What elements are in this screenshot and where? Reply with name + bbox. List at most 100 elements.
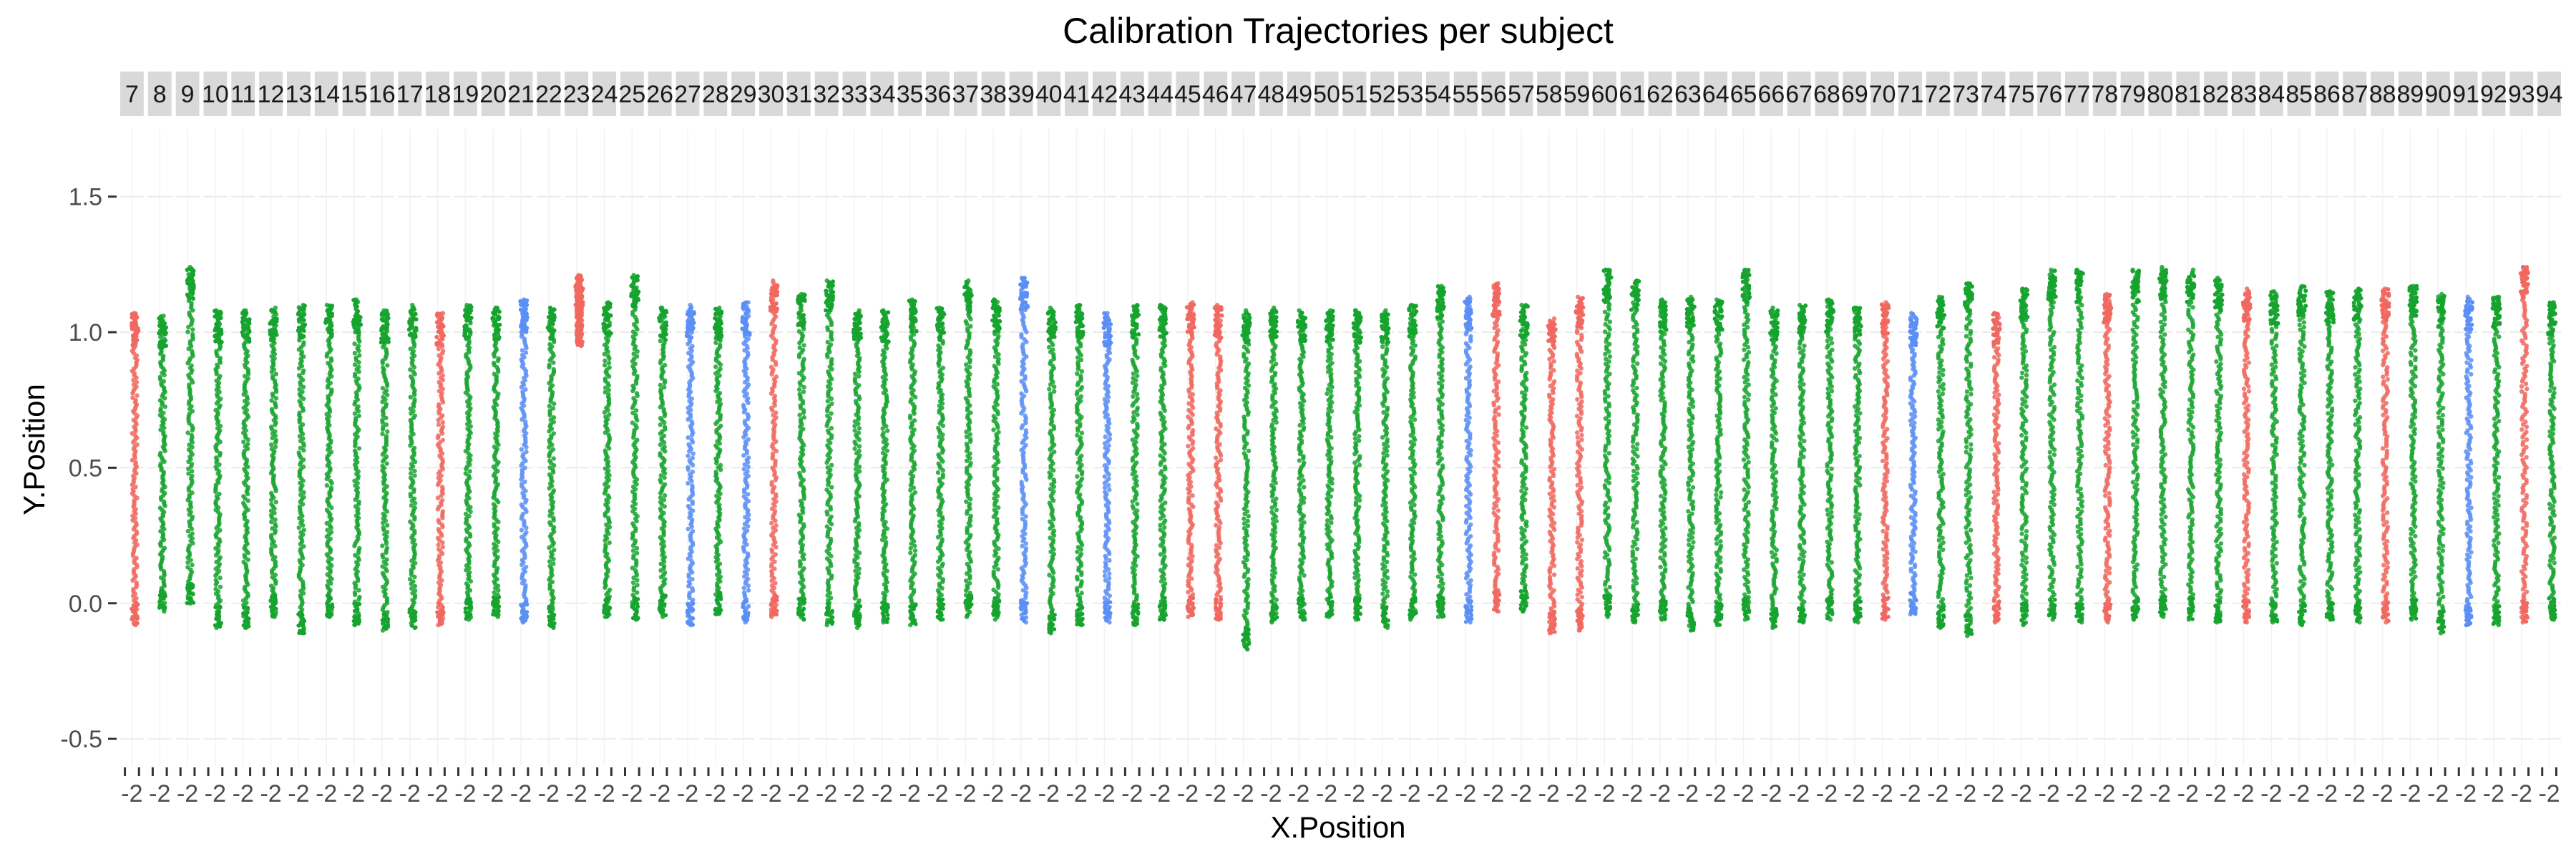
data-point xyxy=(380,618,385,623)
data-point xyxy=(547,328,552,333)
facet-strip-label: 24 xyxy=(591,81,618,108)
data-point xyxy=(718,597,723,601)
x-tick-label: -2 xyxy=(371,780,393,807)
data-point xyxy=(242,309,246,314)
data-point xyxy=(607,365,612,370)
data-point xyxy=(633,596,637,601)
data-point xyxy=(518,307,523,312)
data-point xyxy=(131,608,136,613)
data-point xyxy=(630,580,636,586)
data-point xyxy=(434,334,439,339)
data-point xyxy=(602,358,608,364)
facet-strip xyxy=(286,72,311,116)
data-point xyxy=(411,334,416,339)
data-point xyxy=(713,608,718,612)
data-point xyxy=(273,327,278,332)
data-point xyxy=(547,404,552,409)
data-point xyxy=(269,338,273,343)
data-point xyxy=(550,331,555,336)
data-point xyxy=(158,450,163,456)
data-point xyxy=(436,422,441,427)
data-point xyxy=(242,374,248,379)
facet-strip-label: 18 xyxy=(424,81,452,108)
data-point xyxy=(547,604,552,609)
data-point xyxy=(324,508,330,513)
data-point xyxy=(573,302,578,307)
data-point xyxy=(191,296,195,301)
data-point xyxy=(268,508,274,513)
data-point xyxy=(243,312,248,317)
data-point xyxy=(329,387,334,392)
data-point xyxy=(273,543,278,549)
data-point xyxy=(302,618,307,623)
data-point xyxy=(135,442,140,447)
data-point xyxy=(658,451,663,456)
facet-panel-31: 31-2 xyxy=(785,72,812,807)
data-point xyxy=(769,547,774,552)
data-point xyxy=(686,435,691,440)
data-point xyxy=(434,313,439,318)
data-point xyxy=(713,311,718,316)
facet-panel-18: 18-2 xyxy=(424,72,452,807)
data-point xyxy=(157,374,162,379)
facet-strip-label: 9 xyxy=(181,81,195,108)
chart-title: Calibration Trajectories per subject xyxy=(1063,11,1614,51)
x-tick-label: -2 xyxy=(621,780,643,807)
data-point xyxy=(742,301,747,306)
data-point xyxy=(270,593,275,598)
data-point xyxy=(330,304,335,309)
data-point xyxy=(269,407,275,412)
facet-panel-17: 17-2 xyxy=(396,72,424,807)
data-point xyxy=(273,517,278,523)
data-point xyxy=(491,360,497,366)
data-point xyxy=(160,318,165,323)
data-point xyxy=(158,575,164,581)
data-point xyxy=(633,301,638,306)
data-point xyxy=(769,364,774,369)
data-point xyxy=(492,372,497,377)
facet-panel-8: 8-2 xyxy=(147,72,172,807)
data-point xyxy=(796,513,802,518)
data-point xyxy=(412,413,417,418)
data-point xyxy=(214,349,219,354)
x-tick-label: -2 xyxy=(566,780,587,807)
data-point xyxy=(185,430,190,435)
data-point xyxy=(385,363,390,368)
data-point xyxy=(328,595,333,599)
data-point xyxy=(187,442,192,447)
data-point xyxy=(386,623,390,627)
data-point xyxy=(605,317,610,322)
data-point xyxy=(357,619,362,624)
data-point xyxy=(772,599,776,604)
data-point xyxy=(658,306,663,311)
data-point xyxy=(135,338,140,343)
data-point xyxy=(190,331,195,337)
data-point xyxy=(380,431,385,437)
data-point xyxy=(273,500,278,505)
data-point xyxy=(296,525,301,530)
data-point xyxy=(549,621,554,625)
data-point xyxy=(185,565,190,570)
data-point xyxy=(269,398,274,403)
data-point xyxy=(157,593,162,598)
data-point xyxy=(356,364,361,369)
data-point xyxy=(269,442,274,447)
data-point xyxy=(746,455,751,460)
data-point xyxy=(357,353,362,358)
data-point xyxy=(691,326,696,330)
data-point xyxy=(635,583,640,588)
data-point xyxy=(135,393,140,398)
data-point xyxy=(689,335,694,340)
data-point xyxy=(658,416,663,421)
data-point xyxy=(213,464,218,470)
data-point xyxy=(801,566,806,571)
data-point xyxy=(381,511,386,516)
data-point xyxy=(634,391,640,396)
data-point xyxy=(164,344,169,348)
data-point xyxy=(717,373,722,378)
data-point xyxy=(440,336,445,341)
data-point xyxy=(297,611,302,615)
data-point xyxy=(548,306,553,311)
data-point xyxy=(268,583,274,588)
data-point xyxy=(606,360,612,366)
